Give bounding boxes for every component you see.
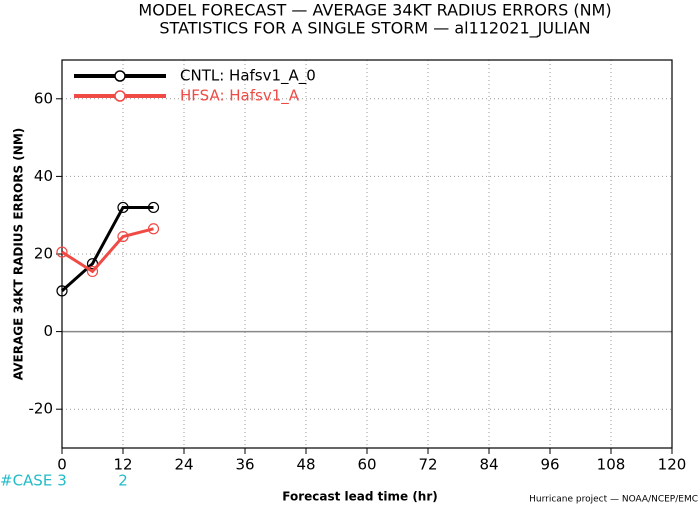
point xyxy=(56,246,68,258)
y-tick-label: 0 xyxy=(43,322,53,340)
y-axis-label: AVERAGE 34KT RADIUS ERRORS (NM) xyxy=(12,128,26,380)
y-tick-label: 20 xyxy=(34,245,53,263)
case-count: 2 xyxy=(118,472,128,490)
x-axis-label: Forecast lead time (hr) xyxy=(282,490,438,504)
x-tick-label: 36 xyxy=(235,456,254,474)
legend-label: HFSA: Hafsv1_A xyxy=(180,87,300,106)
legend-marker xyxy=(114,70,126,82)
footer: Hurricane project — NOAA/NCEP/EMC xyxy=(529,495,698,505)
point xyxy=(147,201,160,214)
x-tick-label: 60 xyxy=(357,456,376,474)
legend-marker xyxy=(114,90,126,102)
point xyxy=(86,265,99,278)
x-tick-label: 0 xyxy=(57,456,67,474)
chart-subtitle: STATISTICS FOR A SINGLE STORM — al112021… xyxy=(159,19,590,39)
x-tick-label: 12 xyxy=(113,456,132,474)
point xyxy=(117,230,129,243)
x-tick-label: 120 xyxy=(658,456,687,474)
chart-title: MODEL FORECAST — AVERAGE 34KT RADIUS ERR… xyxy=(138,1,611,20)
y-tick-label: -20 xyxy=(29,400,54,418)
series-line xyxy=(61,227,154,274)
x-tick-label: 72 xyxy=(418,456,437,474)
y-tick-label: 60 xyxy=(34,89,53,107)
case-count: 3 xyxy=(57,472,67,490)
x-tick-label: 24 xyxy=(174,456,193,474)
x-tick-label: 96 xyxy=(540,456,559,474)
point xyxy=(56,285,68,297)
x-tick-label: 108 xyxy=(597,456,626,474)
plot-frame xyxy=(61,59,673,449)
legend-label: CNTL: Hafsv1_A_0 xyxy=(180,67,316,86)
point xyxy=(147,223,160,235)
point xyxy=(117,201,129,214)
series-line xyxy=(61,205,154,292)
case-label: #CASE xyxy=(0,472,52,490)
x-tick-label: 48 xyxy=(296,456,315,474)
x-tick-label: 84 xyxy=(479,456,498,474)
y-tick-label: 40 xyxy=(34,167,53,185)
